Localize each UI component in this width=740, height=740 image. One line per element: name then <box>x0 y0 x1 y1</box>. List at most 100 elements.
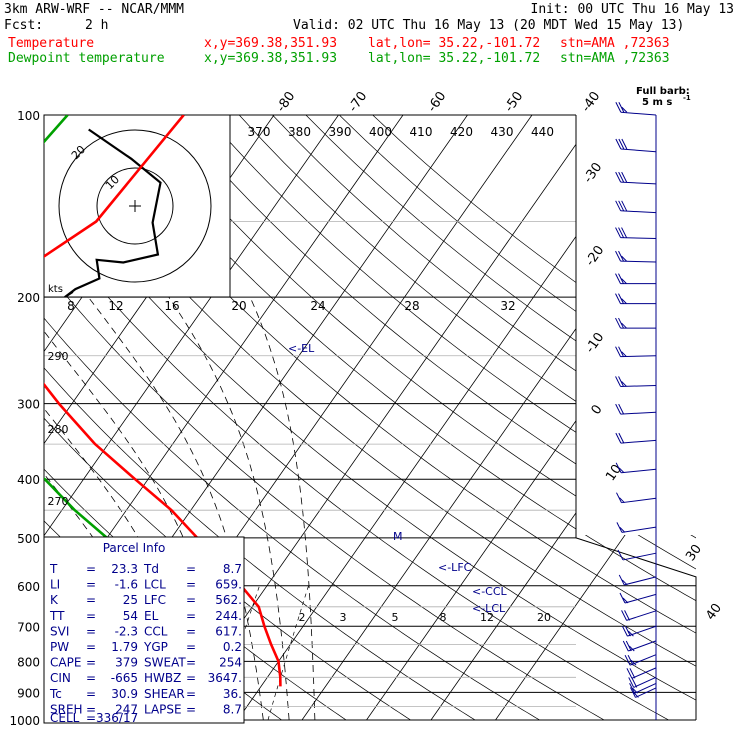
wind-barb-flag <box>618 317 624 329</box>
wind-barb-staff <box>620 439 657 444</box>
wind-barb-flag <box>618 403 625 415</box>
wind-barb-flag <box>629 683 636 694</box>
wind-barb-flag <box>621 610 628 621</box>
parcel-key: LFC <box>144 593 166 607</box>
parcel-key: CIN <box>50 671 71 685</box>
temp-legend-stn: stn=AMA ,72363 <box>560 36 670 51</box>
hodo-ring-20 <box>58 129 212 283</box>
parcel-eq: = <box>186 671 196 685</box>
wind-barb-flag <box>621 322 627 329</box>
isotherm-label-right: 30 <box>683 542 705 564</box>
parcel-value: 8.7 <box>223 702 242 716</box>
parcel-eq: = <box>86 687 96 701</box>
wind-barb-staff <box>622 552 657 561</box>
parcel-eq: = <box>86 578 96 592</box>
parcel-value: 379 <box>115 656 138 670</box>
parcel-eq: = <box>186 656 196 670</box>
wind-barb-flag <box>618 346 624 357</box>
parcel-key: Tc <box>49 687 62 701</box>
parcel-annotation: M <box>393 530 403 543</box>
parcel-key: LI <box>50 578 60 592</box>
parcel-eq: = <box>186 562 196 576</box>
wind-barb-flag <box>615 462 622 474</box>
parcel-eq: = <box>86 711 96 725</box>
parcel-value: 244. <box>215 609 242 623</box>
mixing-ratio-label: 3 <box>340 611 347 624</box>
temp-legend-xy: x,y=369.38,351.93 <box>204 36 338 51</box>
parcel-eq: = <box>186 609 196 623</box>
parcel-key: CAPE <box>50 656 81 670</box>
wind-barb <box>615 346 657 358</box>
theta-e-label: 370 <box>248 125 271 139</box>
wind-barb-staff <box>620 181 657 185</box>
wind-barb <box>628 676 657 688</box>
wind-barb-staff <box>620 237 657 239</box>
theta-e-label: 440 <box>531 125 554 139</box>
parcel-eq: = <box>186 687 196 701</box>
parcel-key: YGP <box>143 640 168 654</box>
theta-e-label: 430 <box>491 125 514 139</box>
parcel-value: -1.6 <box>115 578 138 592</box>
parcel-annotation: <-CCL <box>472 585 508 598</box>
wind-barb-flag <box>627 654 634 666</box>
barb-note-sup: -1 <box>683 94 691 102</box>
wind-barb-flag <box>615 346 621 357</box>
parcel-key: LAPSE <box>144 702 182 716</box>
dry-adiabat-line <box>105 115 696 602</box>
moist-adiabat-line <box>249 296 316 720</box>
wind-barb <box>615 293 656 305</box>
wind-barb-flag <box>621 200 628 212</box>
parcel-eq: = <box>86 671 96 685</box>
isotherm-label-top: -80 <box>274 89 298 115</box>
wind-barb-flag <box>617 549 624 561</box>
parcel-eq: = <box>86 702 96 716</box>
wind-barb-flag <box>618 227 624 238</box>
parcel-eq: = <box>186 578 196 592</box>
dew-legend-xy: x,y=369.38,351.93 <box>204 51 338 66</box>
wind-barb-flag <box>630 659 637 666</box>
wind-barb-staff <box>620 411 657 415</box>
parcel-key: TT <box>49 609 65 623</box>
wind-barb-flag <box>616 492 622 503</box>
wind-scale-label: 32 <box>500 299 515 313</box>
hodograph-trace <box>64 128 162 297</box>
wind-scale-label: 20 <box>231 299 246 313</box>
wind-barb-flag <box>618 138 625 150</box>
wind-barb <box>615 432 657 444</box>
wind-barb <box>615 376 657 387</box>
parcel-key: EL <box>144 609 159 623</box>
parcel-key: SREH <box>50 702 83 716</box>
wind-barb <box>629 687 657 698</box>
parcel-value: -2.3 <box>115 624 138 638</box>
parcel-key: SHEAR <box>144 687 185 701</box>
parcel-eq: = <box>86 593 96 607</box>
wind-barb <box>615 171 657 185</box>
parcel-cell-label: CELL <box>50 711 80 725</box>
pressure-label: 600 <box>17 580 40 594</box>
wind-barb-flag <box>615 227 621 238</box>
pressure-label: 400 <box>17 473 40 487</box>
parcel-key: SVI <box>50 624 69 638</box>
wind-barb <box>615 273 656 285</box>
parcel-key: PW <box>50 640 69 654</box>
isotherm-label-right: 40 <box>703 601 725 623</box>
mixing-ratio-label: 8 <box>440 611 447 624</box>
parcel-key: T <box>49 562 58 576</box>
parcel-key: HWBZ <box>144 671 181 685</box>
wind-barb-flag <box>626 668 633 679</box>
wind-barb-flag <box>624 610 631 621</box>
dry-adiabat-line <box>44 367 476 720</box>
wind-barb-flag <box>618 200 625 212</box>
wind-scale-label: 28 <box>404 299 419 313</box>
dry-adiabat-label: 270 <box>48 495 69 508</box>
dry-adiabat-line <box>205 115 696 508</box>
wind-barb-staff <box>635 687 657 698</box>
wind-barb-staff <box>621 526 657 533</box>
wind-barb-flag <box>615 293 621 304</box>
barb-note-1: Full barb: <box>636 86 690 97</box>
parcel-key: CCL <box>144 624 168 638</box>
dry-adiabat-line <box>272 115 696 449</box>
wind-scale-label: 24 <box>310 299 325 313</box>
isotherm-line <box>44 115 339 537</box>
